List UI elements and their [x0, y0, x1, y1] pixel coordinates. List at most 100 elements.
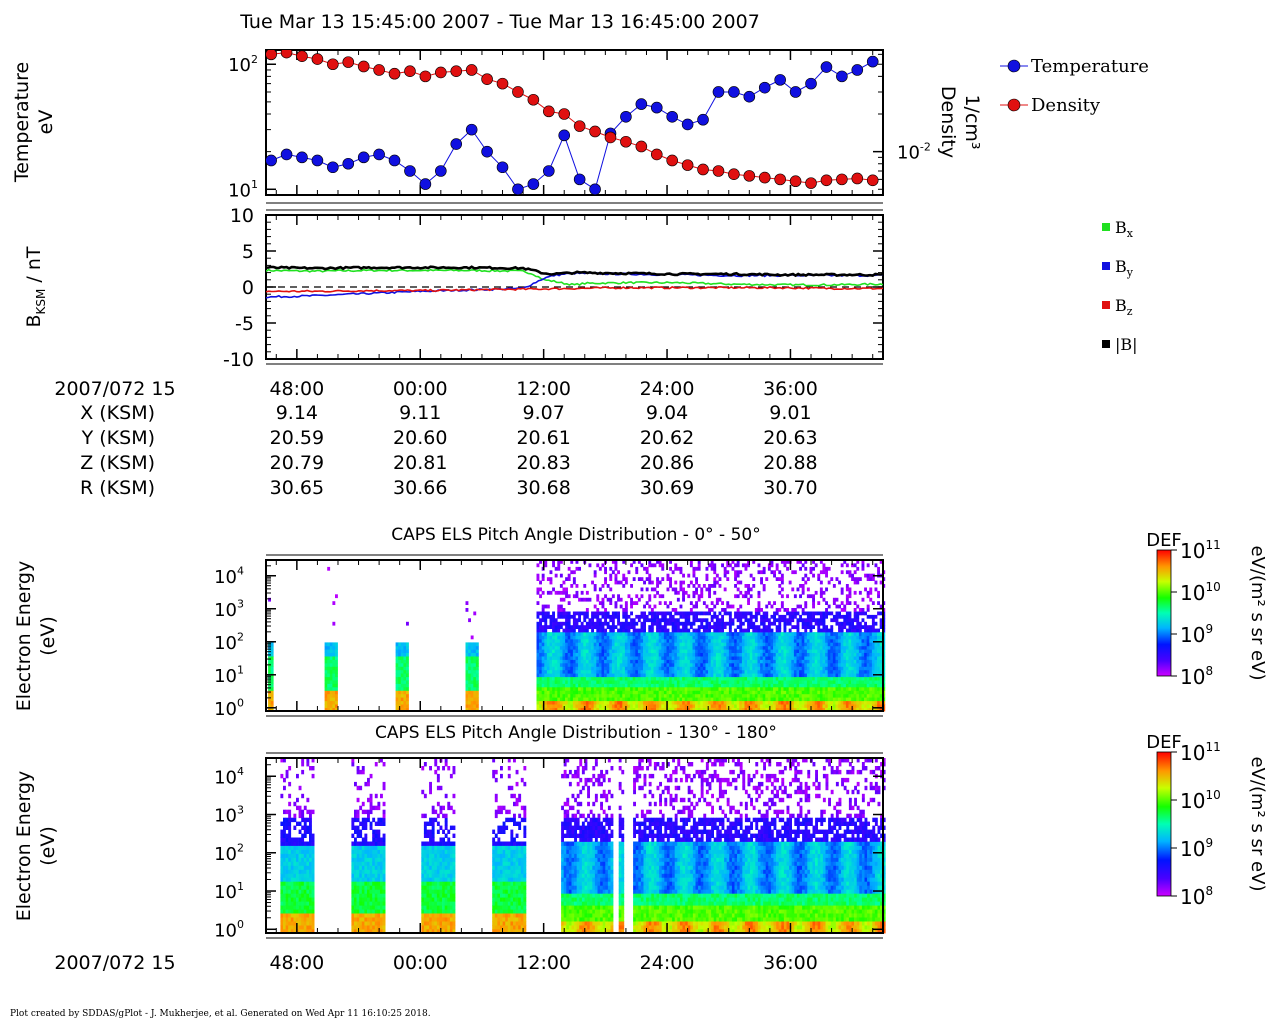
- spectrogram-cell: [736, 611, 740, 616]
- spectrogram-cell: [702, 663, 706, 667]
- spectrogram-cell: [332, 663, 336, 667]
- spectrogram-cell: [539, 673, 542, 678]
- spectrogram-cell: [570, 632, 574, 636]
- spectrogram-cell: [588, 680, 592, 684]
- spectrogram-cell: [653, 697, 657, 702]
- spectrogram-cell: [661, 645, 665, 650]
- spectrogram-cell: [726, 680, 730, 684]
- spectrogram-cell: [866, 656, 870, 660]
- ephemeris-value: 9.01: [769, 402, 811, 424]
- spectrogram-cell: [546, 697, 550, 702]
- spectrogram-cell: [692, 669, 696, 674]
- spectrogram-cell: [270, 687, 274, 691]
- spectrogram-cell: [783, 638, 787, 643]
- spectrogram-cell: [773, 638, 776, 643]
- spectrogram-cell: [864, 700, 867, 705]
- spectrogram-cell: [676, 687, 680, 691]
- spectrogram-cell: [635, 656, 639, 660]
- density-tick-label-0: 10-2: [897, 141, 931, 164]
- spectrogram-cell: [601, 628, 605, 633]
- spectrogram-cell: [705, 700, 709, 705]
- spectrogram-cell: [767, 601, 771, 605]
- spectrogram-cell: [674, 645, 678, 650]
- spectrogram-cell: [570, 700, 574, 705]
- spectrogram-cell: [697, 652, 701, 657]
- spectrogram-cell: [565, 680, 568, 684]
- spectrogram-cell: [406, 666, 409, 671]
- spectrogram-cell: [640, 625, 644, 629]
- spectrogram-cell: [627, 656, 631, 660]
- spectrogram-cell: [630, 652, 633, 657]
- spectrogram-cell: [591, 621, 594, 626]
- spectrogram-cell: [559, 700, 563, 705]
- spectrogram-cell: [713, 663, 717, 667]
- spectrogram-cell: [765, 604, 769, 609]
- spectrogram-cell: [546, 673, 550, 678]
- spectrogram-cell: [765, 680, 769, 684]
- spectrogram-cell: [858, 690, 862, 695]
- spectrogram-cell: [329, 693, 333, 698]
- spectrogram-cell: [475, 693, 479, 698]
- spectrogram-cell: [697, 683, 701, 688]
- spectrogram-cell: [554, 690, 558, 695]
- spectrogram-cell: [817, 642, 821, 647]
- spectrogram-cell: [544, 704, 548, 708]
- spectrogram-cell: [843, 656, 847, 660]
- spectrogram-cell: [596, 597, 600, 602]
- spectrogram-cell: [640, 649, 644, 653]
- spectrogram-cell: [708, 632, 711, 636]
- spectrogram-cell: [554, 638, 558, 643]
- spectrogram-cell: [827, 659, 831, 664]
- spectrogram-cell: [663, 635, 667, 640]
- ephemeris-value: 20.86: [640, 452, 694, 474]
- spectrogram-cell: [830, 693, 834, 698]
- spectrogram-cell: [853, 614, 857, 619]
- spectrogram-cell: [570, 680, 574, 684]
- spectrogram-cell: [406, 652, 409, 657]
- spectrogram-cell: [741, 594, 745, 599]
- spectrogram-cell: [604, 642, 607, 647]
- spectrogram-cell: [708, 608, 711, 612]
- spectrogram-cell: [554, 621, 558, 626]
- spectrogram-cell: [552, 632, 555, 636]
- spectrogram-cell: [406, 673, 409, 678]
- spectrogram-cell: [614, 690, 618, 695]
- spectrogram-cell: [851, 573, 854, 578]
- spectrogram-cell: [726, 663, 730, 667]
- spectrogram-cell: [627, 652, 631, 657]
- spectrogram-cell: [684, 669, 688, 674]
- spectrogram-cell: [856, 649, 860, 653]
- spectrogram-cell: [575, 687, 579, 691]
- spectrogram-cell: [539, 693, 542, 698]
- spectrogram-cell: [640, 663, 644, 667]
- spectrogram-cell: [643, 632, 646, 636]
- spectrogram-cell: [819, 666, 823, 671]
- spectrogram-cell: [827, 680, 831, 684]
- spectrogram-cell: [689, 560, 693, 564]
- spectrogram-cell: [749, 704, 753, 708]
- spectrogram-cell: [666, 693, 670, 698]
- spectrogram-cell: [557, 669, 561, 674]
- spectrogram-cell: [614, 638, 618, 643]
- spectrogram-cell: [718, 642, 722, 647]
- spectrogram-cell: [585, 597, 589, 602]
- spectrogram-cell: [557, 632, 561, 636]
- spectrogram-cell: [710, 560, 714, 564]
- spectrogram-cell: [812, 669, 815, 674]
- spectrogram-cell: [877, 669, 880, 674]
- spectrogram-cell: [632, 645, 636, 650]
- spectrogram-cell: [552, 669, 555, 674]
- spectrogram-cell: [760, 693, 763, 698]
- spectrogram-cell: [400, 687, 404, 691]
- spectrogram-cell: [822, 642, 826, 647]
- spectrogram-cell: [559, 690, 563, 695]
- spectrogram-cell: [601, 584, 605, 588]
- spectrogram-cell: [788, 690, 792, 695]
- spectrogram-cell: [793, 570, 797, 575]
- spectrogram-cell: [780, 587, 784, 592]
- density-point: [604, 131, 617, 144]
- spectrogram-cell: [650, 618, 654, 623]
- spectrogram-cell: [770, 638, 774, 643]
- spectrogram-cell: [835, 690, 839, 695]
- spectrogram-cell: [700, 680, 704, 684]
